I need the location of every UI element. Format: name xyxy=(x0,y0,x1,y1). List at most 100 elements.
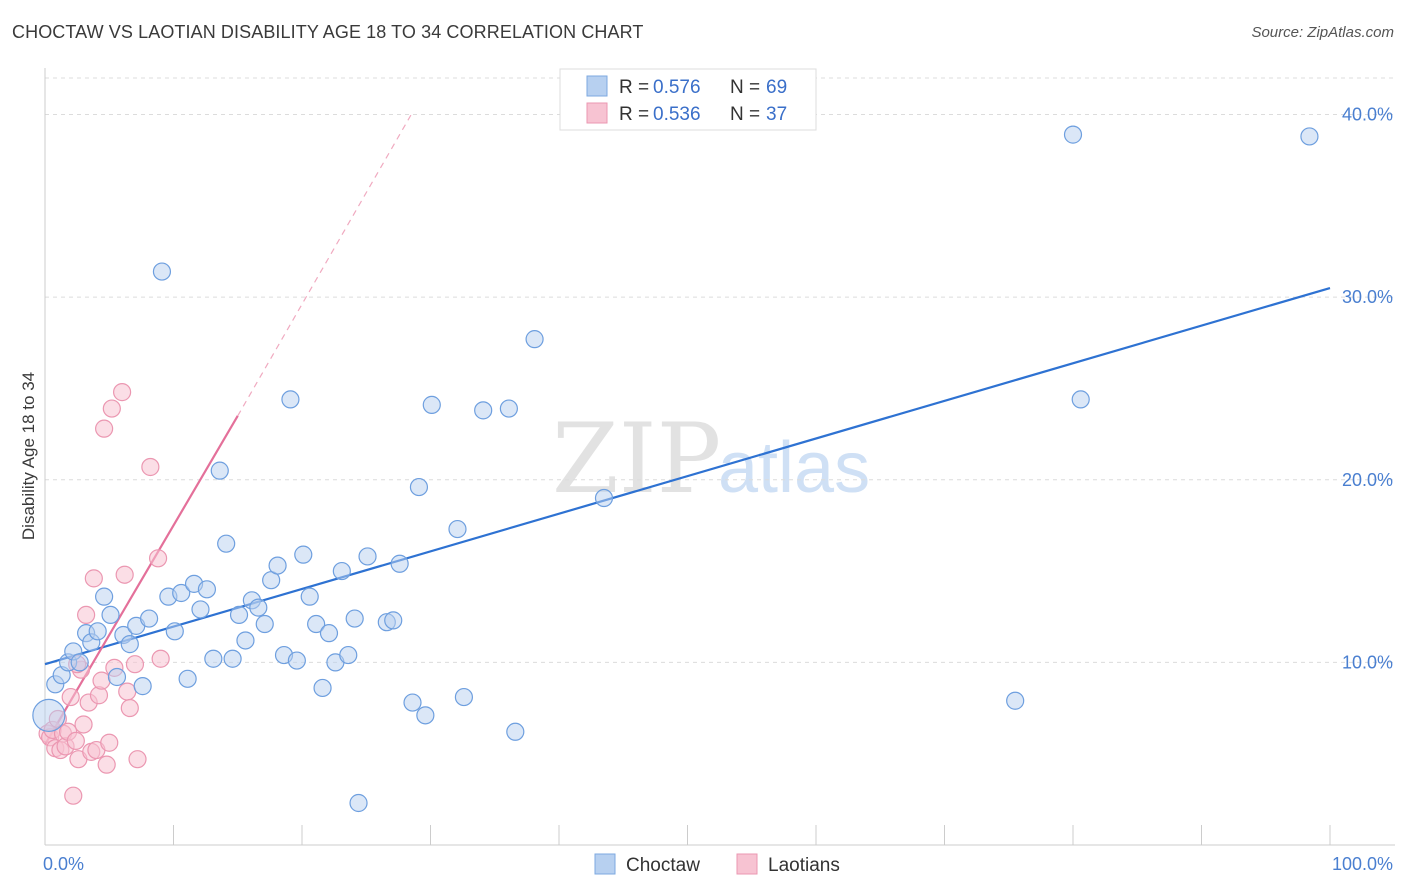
laotians-point xyxy=(102,399,121,418)
y-tick-label-20: 20.0% xyxy=(1342,470,1393,490)
choctaw-point xyxy=(223,649,242,668)
choctaw-point xyxy=(229,605,249,625)
laotians-point xyxy=(74,715,93,734)
laotians-point xyxy=(115,565,134,584)
laotians-point xyxy=(66,731,85,751)
legend-n-value-1: 69 xyxy=(766,77,787,98)
y-tick-label-10: 10.0% xyxy=(1342,652,1393,672)
choctaw-point xyxy=(107,667,127,687)
choctaw-point xyxy=(287,651,306,670)
legend-n-value-2: 37 xyxy=(766,104,787,125)
choctaw-point xyxy=(172,583,191,603)
choctaw-point xyxy=(499,399,518,418)
bottom-legend-swatch-laotians xyxy=(736,853,758,875)
x-tick-labels: 0.0% 100.0% xyxy=(43,854,1393,874)
choctaw-point xyxy=(197,580,217,599)
choctaw-point xyxy=(416,706,435,725)
choctaw-point xyxy=(345,609,364,628)
choctaw-point xyxy=(454,687,474,707)
choctaw-point xyxy=(139,609,159,628)
laotians-trend-extension xyxy=(237,114,412,417)
laotians-point xyxy=(120,698,139,718)
bottom-legend-laotians: Laotians xyxy=(768,855,840,876)
choctaw-point xyxy=(281,390,300,409)
gridlines xyxy=(45,77,1395,663)
choctaw-point xyxy=(506,722,525,741)
choctaw-point xyxy=(70,653,89,672)
laotians-point xyxy=(141,457,160,477)
choctaw-point xyxy=(332,561,351,581)
choctaw-point xyxy=(594,488,614,508)
choctaw-point xyxy=(101,605,120,625)
legend-swatch-laotians xyxy=(586,102,608,124)
choctaw-point xyxy=(474,401,493,420)
laotians-point xyxy=(92,671,111,690)
laotians-point xyxy=(128,750,147,769)
choctaw-point xyxy=(384,611,403,630)
legend-n-label-2: N = xyxy=(730,104,760,125)
choctaw-point xyxy=(217,534,236,553)
choctaw-point xyxy=(358,547,377,566)
legend-r-label-2: R = xyxy=(619,104,649,125)
choctaw-point xyxy=(1063,125,1083,144)
legend-box: R = 0.576 N = 69 R = 0.536 N = 37 xyxy=(559,68,817,131)
choctaw-point xyxy=(210,461,229,480)
chart-source: Source: ZipAtlas.com xyxy=(1251,24,1394,41)
laotians-point xyxy=(118,682,137,701)
choctaw-point xyxy=(448,519,467,539)
laotians-point xyxy=(148,549,168,568)
choctaw-point xyxy=(403,693,422,712)
choctaw-point xyxy=(204,649,223,668)
y-tick-label-30: 30.0% xyxy=(1342,287,1393,307)
choctaw-points xyxy=(32,125,1319,813)
choctaw-point xyxy=(165,622,184,641)
y-axis-label: Disability Age 18 to 34 xyxy=(19,372,38,540)
legend-swatch-choctaw xyxy=(586,75,608,97)
choctaw-point xyxy=(120,635,139,654)
choctaw-point xyxy=(390,554,409,573)
legend-r-value-1: 0.576 xyxy=(653,77,701,98)
choctaw-point xyxy=(95,587,114,606)
choctaw-point xyxy=(339,645,358,665)
y-tick-label-40: 40.0% xyxy=(1342,105,1393,125)
laotians-point xyxy=(77,605,96,625)
choctaw-point xyxy=(1006,691,1025,710)
y-tick-labels: 10.0% 20.0% 30.0% 40.0% xyxy=(1342,105,1393,673)
choctaw-point xyxy=(525,330,544,349)
laotians-point xyxy=(125,655,145,674)
choctaw-point xyxy=(1071,390,1090,409)
chart-title: CHOCTAW VS LAOTIAN DISABILITY AGE 18 TO … xyxy=(12,22,644,42)
choctaw-point xyxy=(236,631,255,650)
x-tick-label-max: 100.0% xyxy=(1332,854,1393,874)
bottom-legend-choctaw: Choctaw xyxy=(626,855,700,876)
laotians-point xyxy=(84,569,103,588)
choctaw-point xyxy=(300,587,319,606)
watermark-zip: ZIP xyxy=(552,403,721,515)
laotians-point xyxy=(97,755,116,774)
legend-r-value-2: 0.536 xyxy=(653,104,701,125)
choctaw-point xyxy=(249,598,268,617)
laotians-point xyxy=(151,649,170,668)
choctaw-point xyxy=(268,556,287,575)
choctaw-point xyxy=(313,678,332,698)
choctaw-point xyxy=(255,614,274,634)
bottom-legend: Choctaw Laotians xyxy=(594,853,840,876)
axes xyxy=(44,68,1395,846)
watermark-atlas: atlas xyxy=(718,428,870,508)
choctaw-point xyxy=(191,600,210,619)
legend-n-label-1: N = xyxy=(730,77,760,98)
choctaw-point xyxy=(32,698,66,732)
laotians-point xyxy=(61,687,80,707)
choctaw-point xyxy=(409,477,429,497)
choctaw-point xyxy=(178,669,197,688)
choctaw-point xyxy=(307,614,326,634)
x-tick-label-min: 0.0% xyxy=(43,854,84,874)
laotians-point xyxy=(95,419,114,438)
choctaw-point xyxy=(319,624,339,643)
laotians-trend-line xyxy=(44,415,239,746)
choctaw-point xyxy=(152,262,172,281)
choctaw-point xyxy=(349,793,368,813)
choctaw-point xyxy=(422,395,441,414)
choctaw-point xyxy=(294,545,313,564)
